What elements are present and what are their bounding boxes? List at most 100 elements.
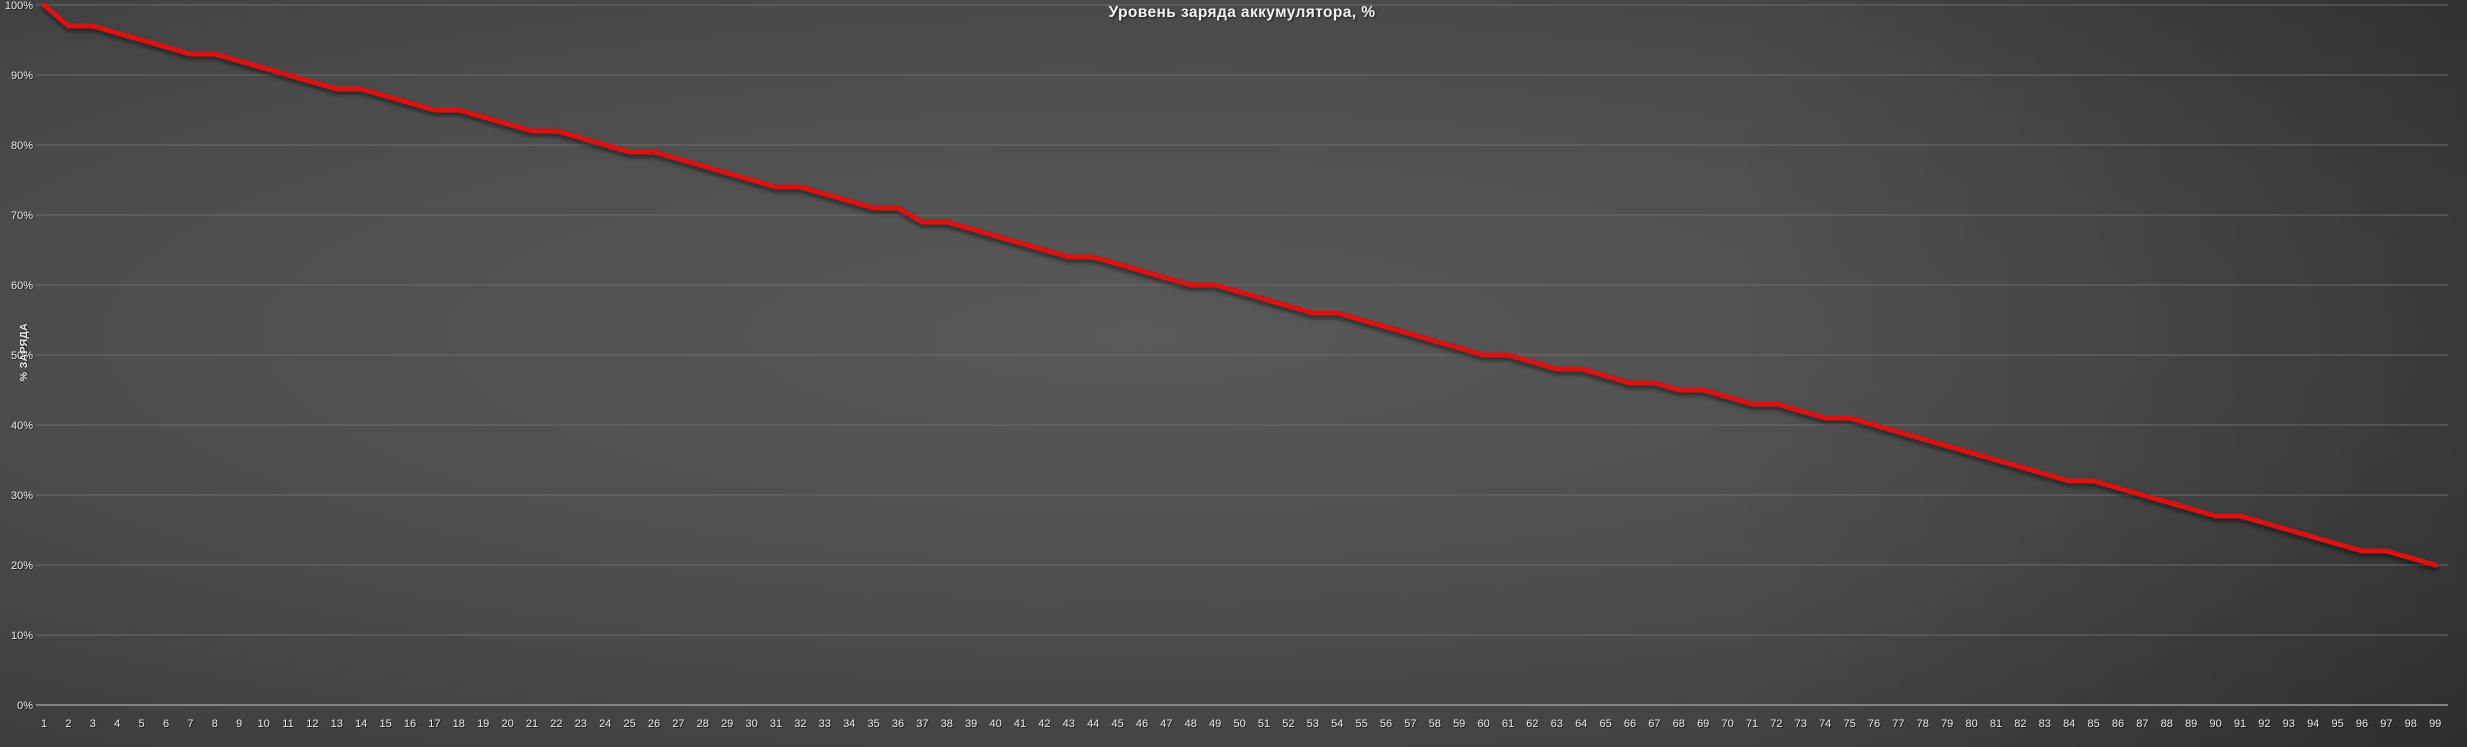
y-tick-label: 30% [11,490,33,502]
x-tick-label: 66 [1624,718,1636,730]
x-tick-label: 3 [90,718,96,730]
x-tick-label: 44 [1087,718,1099,730]
x-tick-label: 78 [1917,718,1929,730]
x-tick-label: 9 [236,718,242,730]
x-tick-label: 5 [139,718,145,730]
x-tick-label: 85 [2087,718,2099,730]
x-tick-label: 12 [306,718,318,730]
x-tick-label: 27 [672,718,684,730]
x-tick-label: 96 [2356,718,2368,730]
x-tick-label: 24 [599,718,611,730]
x-tick-label: 4 [114,718,120,730]
y-tick-label: 50% [11,350,33,362]
x-tick-label: 22 [550,718,562,730]
x-tick-label: 15 [379,718,391,730]
x-tick-label: 26 [648,718,660,730]
series-line [41,2,2438,568]
x-tick-label: 32 [794,718,806,730]
x-tick-label: 28 [697,718,709,730]
x-tick-label: 1 [41,718,47,730]
x-tick-label: 36 [892,718,904,730]
x-tick-label: 42 [1038,718,1050,730]
y-tick-label: 20% [11,560,33,572]
x-tick-label: 74 [1819,718,1831,730]
x-tick-label: 69 [1697,718,1709,730]
x-tick-label: 21 [526,718,538,730]
x-tick-label: 75 [1843,718,1855,730]
x-tick-label: 53 [1307,718,1319,730]
x-tick-label: 76 [1868,718,1880,730]
x-tick-label: 87 [2136,718,2148,730]
x-tick-label: 6 [163,718,169,730]
x-tick-label: 54 [1331,718,1343,730]
y-tick-label: 0% [17,700,33,712]
x-tick-label: 61 [1502,718,1514,730]
x-tick-label: 14 [355,718,367,730]
y-tick-label: 90% [11,70,33,82]
x-tick-label: 41 [1014,718,1026,730]
x-tick-label: 80 [1965,718,1977,730]
x-tick-label: 63 [1551,718,1563,730]
x-tick-label: 29 [721,718,733,730]
y-tick-label: 80% [11,140,33,152]
x-tick-label: 81 [1990,718,2002,730]
x-tick-label: 43 [1063,718,1075,730]
x-tick-label: 38 [941,718,953,730]
y-tick-label: 70% [11,210,33,222]
y-tick-label: 60% [11,280,33,292]
x-tick-label: 65 [1599,718,1611,730]
x-tick-label: 35 [867,718,879,730]
x-tick-label: 93 [2283,718,2295,730]
x-tick-label: 57 [1404,718,1416,730]
x-tick-label: 62 [1526,718,1538,730]
x-tick-label: 68 [1673,718,1685,730]
chart-title: Уровень заряда аккумулятора, % [1108,4,1376,21]
x-tick-label: 60 [1477,718,1489,730]
x-tick-label: 86 [2112,718,2124,730]
x-tick-label: 48 [1185,718,1197,730]
x-tick-label: 88 [2161,718,2173,730]
x-tick-label: 72 [1770,718,1782,730]
x-tick-label: 99 [2429,718,2441,730]
x-tick-label: 40 [989,718,1001,730]
x-tick-label: 91 [2234,718,2246,730]
x-tick-label: 10 [257,718,269,730]
x-tick-label: 7 [187,718,193,730]
x-tick-label: 46 [1136,718,1148,730]
y-tick-label: 100% [5,0,33,12]
x-tick-label: 59 [1453,718,1465,730]
x-tick-label: 94 [2307,718,2319,730]
x-tick-label: 11 [282,718,293,730]
x-tick-label: 20 [501,718,513,730]
x-tick-label: 33 [819,718,831,730]
x-tick-label: 51 [1258,718,1270,730]
x-tick-label: 90 [2209,718,2221,730]
x-tick-label: 83 [2039,718,2051,730]
x-tick-label: 37 [916,718,928,730]
x-tick-label: 55 [1355,718,1367,730]
x-tick-label: 64 [1575,718,1587,730]
x-tick-label: 8 [212,718,218,730]
x-tick-label: 31 [770,718,782,730]
x-tick-label: 79 [1941,718,1953,730]
x-tick-label: 34 [843,718,855,730]
y-tick-label: 10% [11,630,33,642]
x-tick-label: 73 [1795,718,1807,730]
x-tick-label: 50 [1233,718,1245,730]
x-tick-label: 39 [965,718,977,730]
x-tick-label: 71 [1746,718,1758,730]
x-tick-label: 47 [1160,718,1172,730]
x-tick-label: 70 [1721,718,1733,730]
x-tick-label: 49 [1209,718,1221,730]
x-tick-label: 52 [1282,718,1294,730]
x-tick-label: 89 [2185,718,2197,730]
x-tick-label: 19 [477,718,489,730]
x-tick-label: 95 [2331,718,2343,730]
x-tick-label: 16 [404,718,416,730]
x-tick-label: 67 [1648,718,1660,730]
x-tick-label: 97 [2380,718,2392,730]
x-tick-label: 98 [2405,718,2417,730]
x-tick-label: 18 [453,718,465,730]
